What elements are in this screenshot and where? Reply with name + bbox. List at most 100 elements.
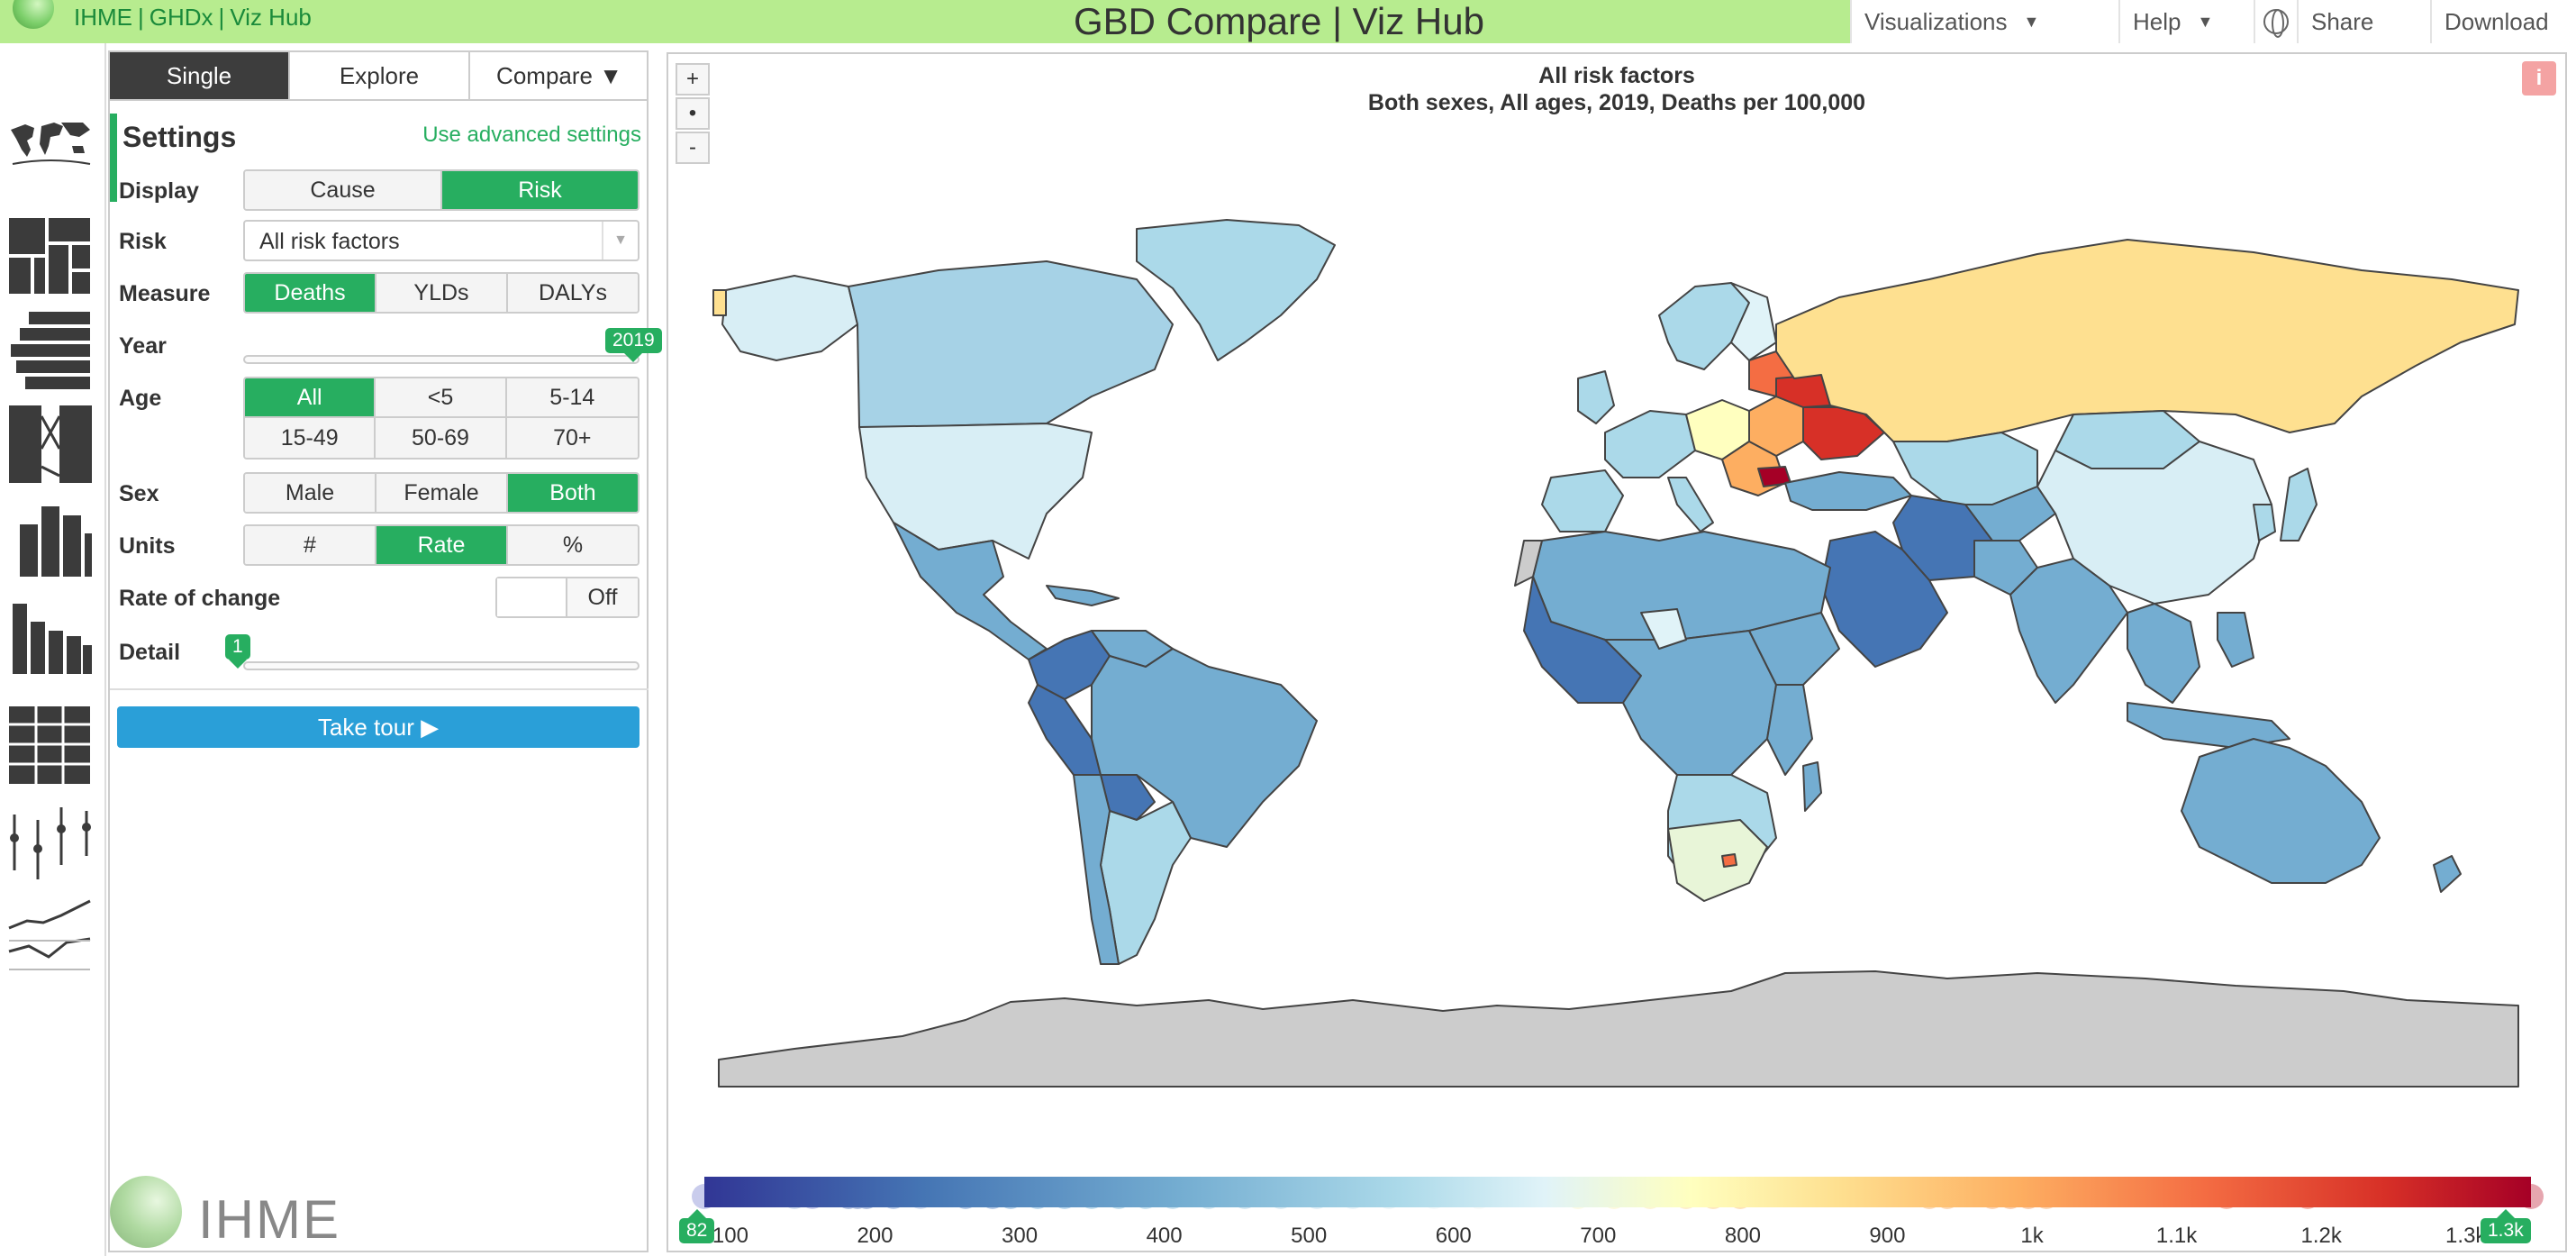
age-under5-option[interactable]: <5 — [376, 378, 507, 418]
region-philippines — [2217, 612, 2254, 668]
display-cause-option[interactable]: Cause — [245, 171, 442, 209]
vizhub-link[interactable]: Viz Hub — [230, 4, 312, 31]
language-button[interactable] — [2254, 0, 2297, 43]
sex-both-option[interactable]: Both — [508, 474, 638, 512]
region-italy — [1667, 477, 1714, 532]
tab-compare[interactable]: Compare ▼ — [496, 61, 622, 89]
region-mexico — [893, 522, 1048, 660]
chevron-down-icon: ▼ — [2197, 12, 2214, 31]
legend-max-handle[interactable]: 1.3k — [2481, 1209, 2531, 1243]
age-5-14-option[interactable]: 5-14 — [506, 378, 638, 418]
region-chukotka — [712, 289, 727, 316]
age-15-49-option[interactable]: 15-49 — [245, 418, 376, 458]
region-nigeria — [1640, 608, 1687, 650]
heatmap-icon[interactable] — [7, 705, 94, 786]
year-slider[interactable] — [243, 355, 639, 364]
region-madagascar — [1802, 761, 1822, 812]
region-lesotho — [1721, 853, 1737, 868]
range-icon[interactable] — [7, 802, 94, 883]
arrow-diagram-icon[interactable] — [7, 404, 94, 485]
top-bar: IHME | GHDx | Viz Hub GBD Compare | Viz Hub … — [0, 0, 2576, 43]
advanced-settings-link[interactable]: Use advanced settings — [422, 123, 641, 147]
info-icon[interactable]: i — [2522, 61, 2556, 96]
zoom-in-button[interactable]: + — [676, 63, 710, 96]
legend-tick-label: 300 — [1002, 1224, 1039, 1248]
age-50-69-option[interactable]: 50-69 — [376, 418, 507, 458]
rate-of-change-label: Rate of change — [119, 586, 281, 611]
region-canada — [848, 260, 1174, 428]
tab-single[interactable]: Single — [110, 52, 290, 99]
legend-gradient-bar — [704, 1177, 2531, 1207]
measure-deaths-option[interactable]: Deaths — [245, 274, 376, 312]
toggle-knob — [497, 578, 567, 616]
world-map — [712, 219, 2519, 1088]
units-number-option[interactable]: # — [245, 526, 376, 564]
region-iberia — [1541, 469, 1624, 532]
year-slider-handle[interactable]: 2019 — [605, 328, 662, 362]
line-icon[interactable] — [7, 896, 94, 977]
visualizations-menu[interactable]: Visualizations ▼ — [1850, 0, 2118, 43]
download-button[interactable]: Download — [2430, 0, 2576, 43]
top-nav: Visualizations ▼ Help ▼ Share Download — [1850, 0, 2576, 43]
pattern-icon[interactable] — [7, 595, 94, 676]
detail-slider-handle[interactable]: 1 — [225, 634, 250, 669]
legend-tick-label: 1.2k — [2300, 1224, 2342, 1248]
ghdx-link[interactable]: GHDx — [149, 4, 213, 31]
units-percent-option[interactable]: % — [508, 526, 638, 564]
sex-female-option[interactable]: Female — [376, 474, 508, 512]
stacked-column-icon[interactable] — [7, 497, 94, 578]
region-western-sahara — [1514, 540, 1543, 587]
measure-toggle: Deaths YLDs DALYs — [243, 272, 639, 314]
region-korea — [2253, 504, 2276, 542]
ihme-link[interactable]: IHME — [74, 4, 132, 31]
panel-divider — [110, 688, 649, 690]
ihme-logo-text: IHME — [198, 1189, 340, 1250]
region-scandinavia — [1658, 282, 1750, 370]
region-india — [2009, 558, 2128, 704]
year-label: Year — [119, 333, 167, 359]
region-brazil — [1091, 648, 1318, 848]
settings-header: Settings Use advanced settings — [110, 114, 649, 202]
help-menu[interactable]: Help ▼ — [2118, 0, 2254, 43]
map-icon[interactable] — [7, 110, 94, 173]
region-new-zealand — [2433, 855, 2462, 893]
region-ethiopia — [1748, 612, 1840, 686]
risk-select[interactable]: All risk factors ▼ — [243, 220, 639, 261]
legend-tick-label: 800 — [1724, 1224, 1761, 1248]
legend-tick-label: 900 — [1869, 1224, 1906, 1248]
stacked-bar-icon[interactable] — [7, 310, 94, 391]
legend-min-handle[interactable]: 82 — [679, 1209, 715, 1243]
display-toggle: Cause Risk — [243, 169, 639, 211]
sex-toggle: Male Female Both — [243, 472, 639, 514]
units-rate-option[interactable]: Rate — [376, 526, 508, 564]
legend-tick-label: 600 — [1435, 1224, 1472, 1248]
display-risk-option[interactable]: Risk — [442, 171, 638, 209]
zoom-reset-button[interactable]: • — [676, 97, 710, 130]
risk-select-value: All risk factors — [259, 229, 400, 254]
rate-of-change-toggle[interactable]: Off — [495, 577, 639, 618]
age-70plus-option[interactable]: 70+ — [506, 418, 638, 458]
region-greenland — [1136, 219, 1336, 361]
measure-ylds-option[interactable]: YLDs — [376, 274, 508, 312]
measure-dalys-option[interactable]: DALYs — [508, 274, 638, 312]
sex-male-option[interactable]: Male — [245, 474, 376, 512]
detail-slider[interactable] — [243, 661, 639, 670]
zoom-out-button[interactable]: - — [676, 132, 710, 164]
map-subtitle: Both sexes, All ages, 2019, Deaths per 1… — [1367, 90, 1866, 115]
legend-tick-label: 100 — [712, 1224, 748, 1248]
region-antarctica — [718, 970, 2519, 1088]
take-tour-button[interactable]: Take tour ▶ — [117, 706, 639, 748]
help-label: Help — [2133, 7, 2181, 35]
region-kazakhstan — [1892, 432, 2038, 505]
share-label: Share — [2311, 7, 2374, 35]
app-title: GBD Compare | Viz Hub — [1074, 0, 1484, 42]
age-label: Age — [119, 386, 162, 411]
tab-explore[interactable]: Explore — [290, 52, 470, 99]
region-russia — [1775, 239, 2519, 442]
treemap-icon[interactable] — [7, 216, 94, 297]
sex-label: Sex — [119, 481, 159, 506]
share-button[interactable]: Share — [2297, 0, 2430, 43]
region-south-africa — [1667, 819, 1768, 902]
age-all-option[interactable]: All — [245, 378, 376, 418]
legend-axis: 100 200 300 400 500 600 700 800 900 1k 1.1k 1.2k 1.3… — [668, 1216, 2565, 1252]
